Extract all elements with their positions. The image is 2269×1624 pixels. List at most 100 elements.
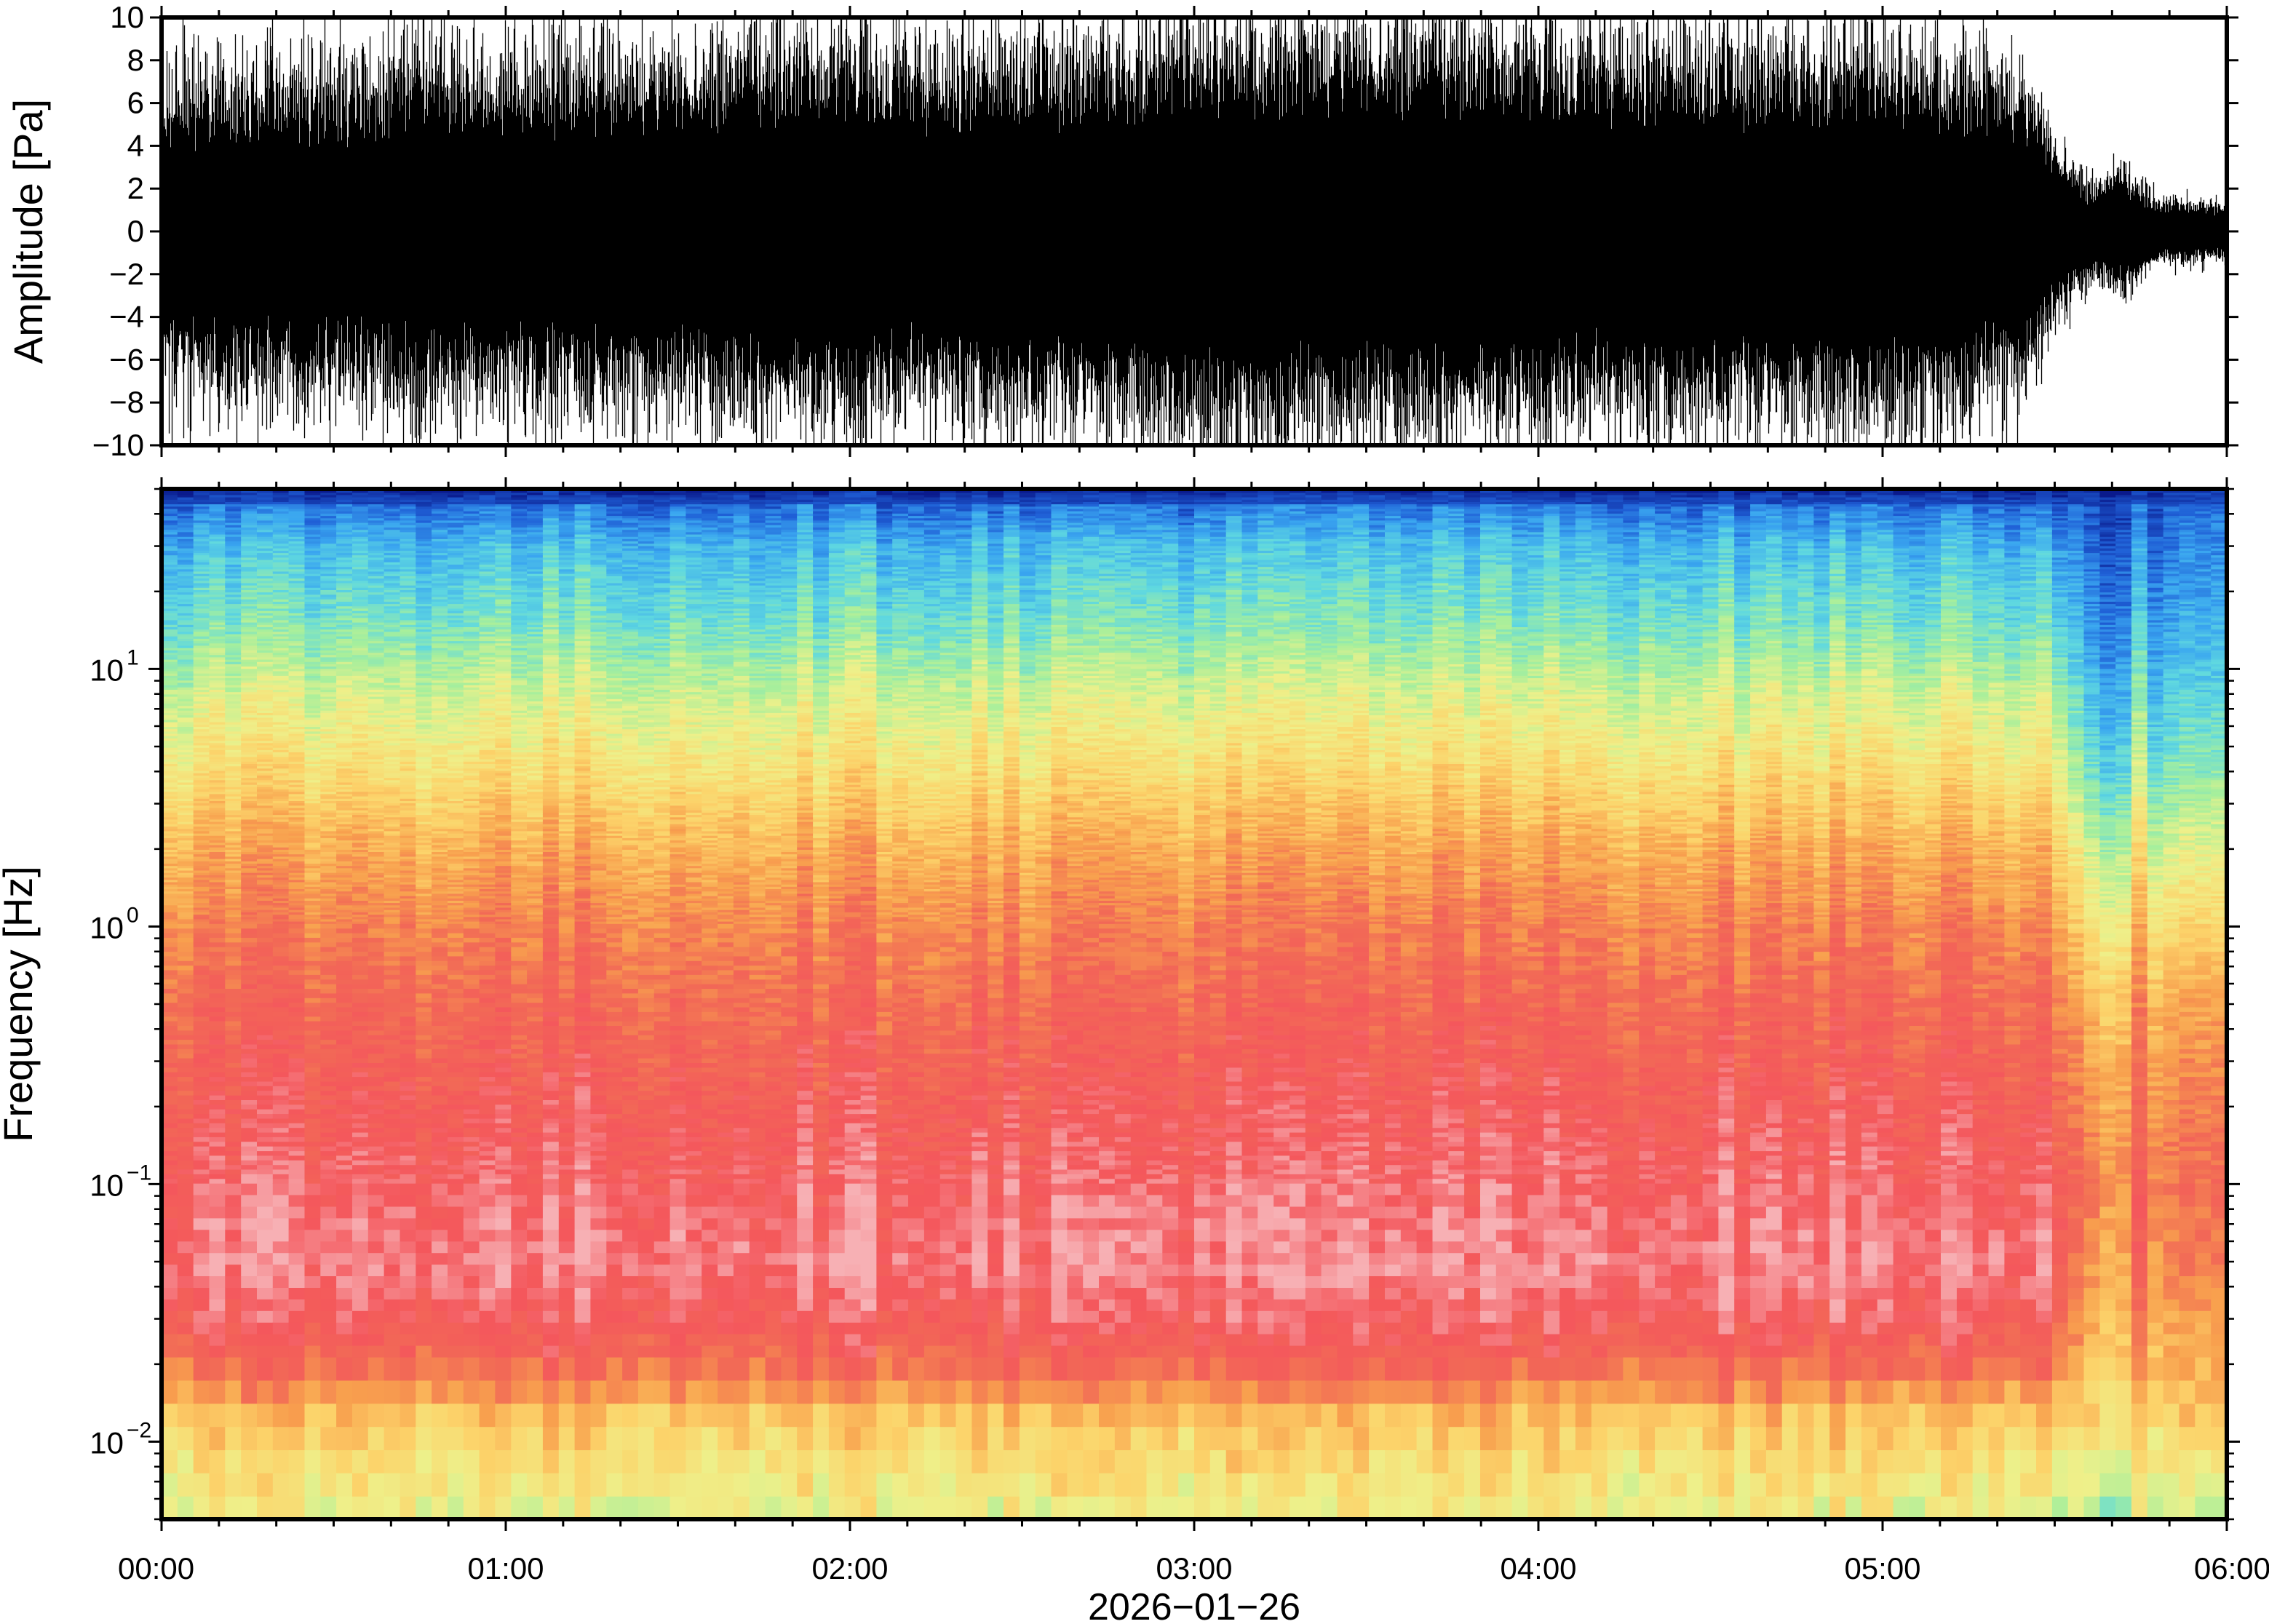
spectrogram-cell <box>241 511 258 514</box>
spectrogram-cell <box>177 789 194 792</box>
spectrogram-cell <box>367 543 385 546</box>
spectrogram-cell <box>320 800 337 804</box>
spectrogram-cell <box>288 947 305 952</box>
spectrogram-cell <box>162 849 178 852</box>
spectrogram-cell <box>384 656 400 660</box>
spectrogram-cell <box>193 597 210 600</box>
spectrogram-cell <box>177 1109 194 1115</box>
spectrogram-cell <box>272 740 290 744</box>
spectrogram-cell <box>241 1164 258 1170</box>
spectrogram-cell <box>384 1150 400 1156</box>
spectrogram-cell <box>367 536 385 539</box>
spectrogram-cell <box>288 587 305 590</box>
spectrogram-cell <box>272 1053 290 1059</box>
spectrogram-cell <box>193 666 210 669</box>
spectrogram-cell <box>272 698 290 701</box>
spectrogram-cell <box>384 784 400 787</box>
spectrogram-cell <box>384 773 400 776</box>
spectrogram-cell <box>241 793 258 797</box>
spectrogram-cell <box>367 1076 385 1082</box>
spectrogram-cell <box>162 918 178 922</box>
spectrogram-cell <box>288 515 305 519</box>
spectrogram-cell <box>432 1141 448 1147</box>
spectrogram-cell <box>288 1058 305 1063</box>
spectrogram-cell <box>257 1241 274 1254</box>
spectrogram-cell <box>432 1178 448 1184</box>
spectrogram-cell <box>225 603 242 607</box>
spectrogram-cell <box>225 693 242 697</box>
spectrogram-cell <box>257 918 274 922</box>
spectrogram-cell <box>193 777 210 781</box>
spectrogram-cell <box>193 1131 210 1137</box>
spectrogram-cell <box>400 1095 416 1100</box>
spectrogram-cell <box>225 896 242 899</box>
spectrogram-cell <box>304 645 321 648</box>
spectrogram-cell <box>352 1275 369 1288</box>
spectrogram-cell <box>352 619 369 623</box>
spectrogram-cell <box>272 580 290 584</box>
spectrogram-cell <box>336 562 353 565</box>
spectrogram-cell <box>257 1058 274 1063</box>
spectrogram-cell <box>257 859 274 861</box>
spectrogram-cell <box>352 589 369 593</box>
spectrogram-cell <box>384 1030 400 1035</box>
spectrogram-cell <box>177 881 194 885</box>
spectrogram-cell <box>225 520 242 523</box>
spectrogram-cell <box>288 826 305 829</box>
spectrogram-cell <box>209 898 226 901</box>
spectrogram-cell <box>193 568 210 572</box>
spectrogram-cell <box>384 837 400 841</box>
spectrogram-cell <box>272 1217 290 1230</box>
spectrogram-cell <box>288 1104 305 1110</box>
spectrogram-cell <box>225 619 242 623</box>
spectrogram-cell <box>257 633 274 637</box>
spectrogram-cell <box>257 1131 274 1137</box>
spectrogram-cell <box>304 847 321 850</box>
spectrogram-cell <box>304 610 321 613</box>
spectrogram-cell <box>257 712 274 716</box>
spectrogram-cell <box>336 675 353 679</box>
spectrogram-cell <box>320 1150 337 1156</box>
spectrogram-cell <box>241 642 258 646</box>
spectrogram-cell <box>400 1021 416 1026</box>
spectrogram-cell <box>288 1011 305 1017</box>
spectrogram-cell <box>209 1380 226 1404</box>
spectrogram-cell <box>177 1357 194 1381</box>
spectrogram-cell <box>193 916 210 920</box>
spectrogram-cell <box>162 916 178 920</box>
spectrogram-cell <box>193 942 210 947</box>
spectrogram-cell <box>162 988 178 994</box>
spectrogram-cell <box>272 853 290 857</box>
spectrogram-cell <box>336 701 353 704</box>
spectrogram-cell <box>209 988 226 994</box>
spectrogram-cell <box>352 525 369 528</box>
spectrogram-cell <box>272 1104 290 1110</box>
spectrogram-cell <box>400 937 416 943</box>
spectrogram-cell <box>367 960 385 966</box>
spectrogram-cell <box>209 803 226 806</box>
spectrogram-cell <box>352 789 369 792</box>
spectrogram-cell <box>272 921 290 924</box>
spectrogram-cell <box>288 951 305 957</box>
spectrogram-cell <box>288 717 305 720</box>
spectrogram-cell <box>272 796 290 799</box>
spectrogram-cell <box>177 1449 194 1473</box>
spectrogram-cell <box>304 582 321 586</box>
spectrogram-cell <box>257 654 274 658</box>
spectrogram-cell <box>241 888 258 892</box>
spectrogram-cell <box>320 582 337 586</box>
spectrogram-cell <box>257 928 274 934</box>
spectrogram-cell <box>288 629 305 632</box>
spectrogram-cell <box>241 777 258 781</box>
spectrogram-cell <box>304 879 321 883</box>
spectrogram-cell <box>367 724 385 727</box>
spectrogram-cell <box>225 668 242 672</box>
spectrogram-cell <box>336 879 353 883</box>
spectrogram-cell <box>241 610 258 613</box>
spectrogram-cell <box>352 499 369 502</box>
spectrogram-cell <box>193 661 210 664</box>
spectrogram-cell <box>241 589 258 593</box>
spectrogram-cell <box>225 631 242 634</box>
spectrogram-cell <box>400 1241 416 1254</box>
spectrogram-cell <box>193 548 210 551</box>
